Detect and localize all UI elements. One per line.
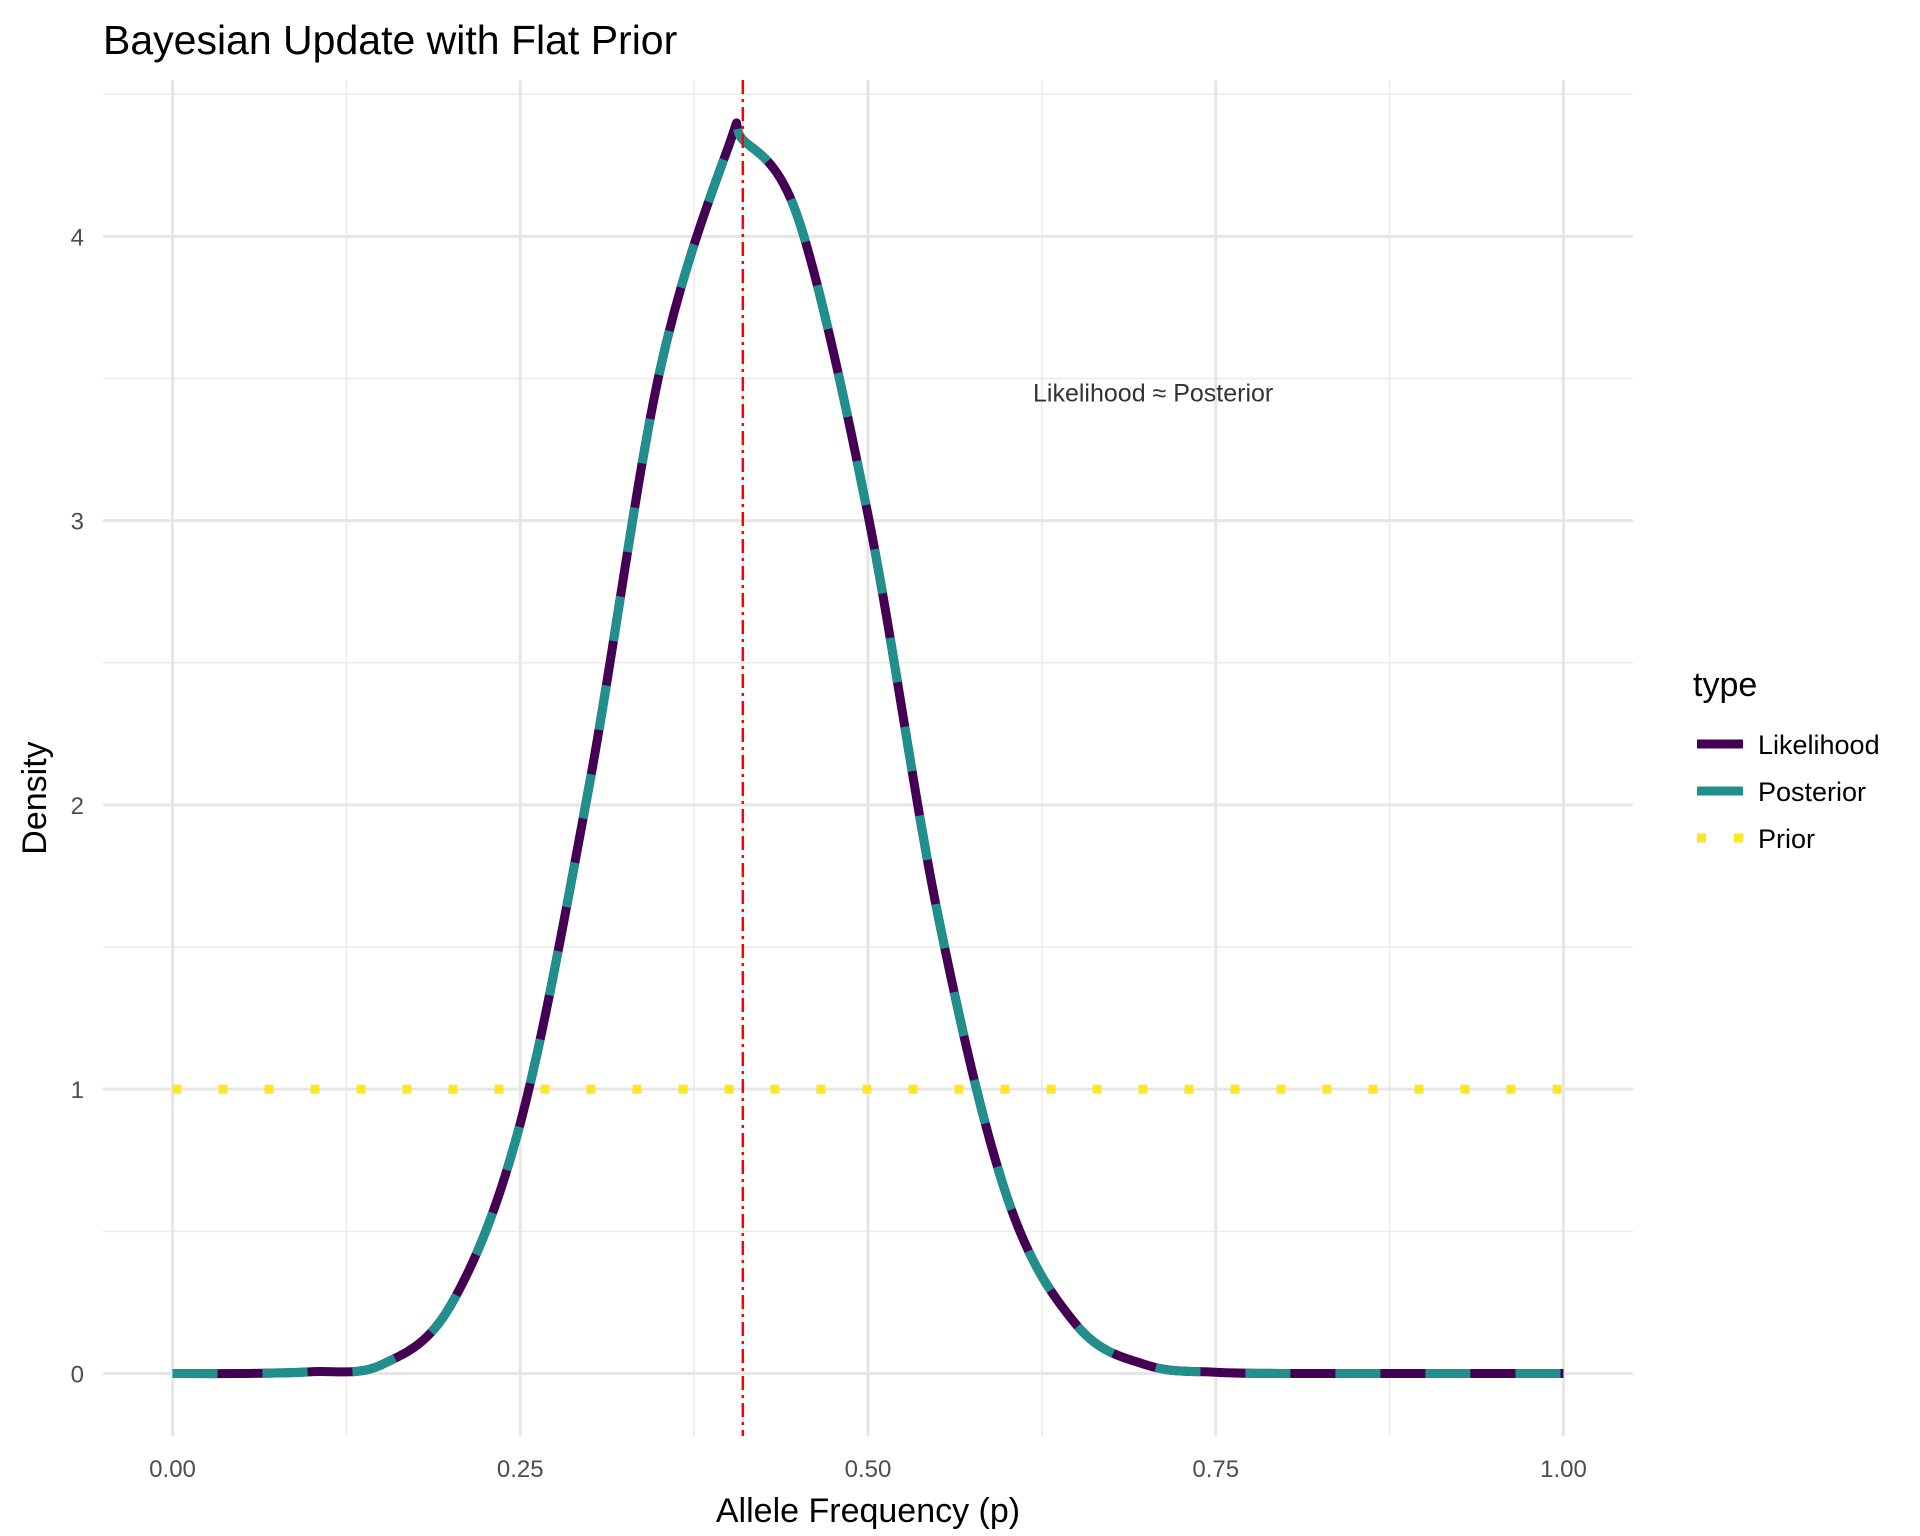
y-tick-label: 3 [71,509,84,536]
x-axis-title: Allele Frequency (p) [716,1492,1020,1530]
x-tick-label: 0.50 [845,1456,892,1483]
x-tick-label: 0.75 [1192,1456,1239,1483]
y-tick-label: 4 [71,224,84,251]
axes: 0.00 0.25 0.50 0.75 1.00 0 1 2 3 4 [71,224,1587,1483]
y-tick-label: 2 [71,793,84,820]
plot-lines [172,118,1564,1379]
y-axis-title: Density [16,741,54,854]
chart-title: Bayesian Update with Flat Prior [103,17,677,63]
x-tick-label: 0.25 [497,1456,544,1483]
legend-title: type [1693,666,1757,704]
legend: type Likelihood Posterior Prior [1693,666,1880,854]
y-tick-label: 0 [71,1361,84,1388]
y-tick-label: 1 [71,1077,84,1104]
x-tick-label: 0.00 [149,1456,196,1483]
x-tick-label: 1.00 [1540,1456,1587,1483]
annotation-likelihood-posterior: Likelihood ≈ Posterior [1033,380,1273,408]
legend-label-likelihood: Likelihood [1758,730,1880,760]
legend-items: Likelihood Posterior Prior [1697,730,1880,854]
legend-label-prior: Prior [1758,824,1815,854]
grid [103,80,1633,1436]
series-line-likelihood [172,118,1564,1379]
legend-label-posterior: Posterior [1758,777,1866,807]
